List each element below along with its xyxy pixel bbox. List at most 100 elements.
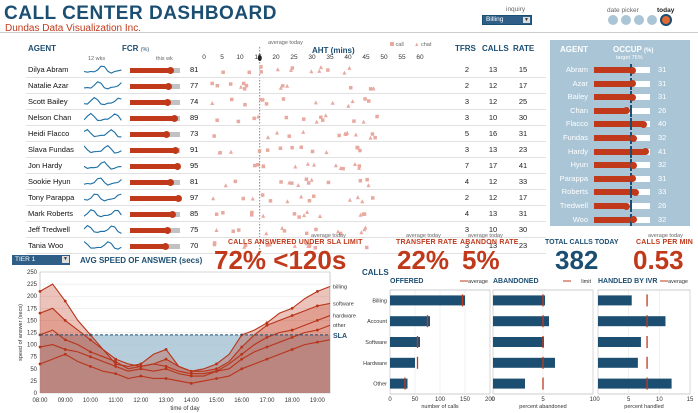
table-row[interactable]: Nelson Chan 89 3 10 30 <box>26 110 546 126</box>
date-dot-today[interactable] <box>660 14 672 26</box>
aht-call-point <box>259 65 263 69</box>
tier-select[interactable]: TIER 1 ▼ <box>12 255 70 265</box>
asa-series-line <box>39 324 331 377</box>
table-row[interactable]: Sookie Hyun 81 4 12 33 <box>26 174 546 190</box>
occupancy-row[interactable]: Flacco 40 <box>550 116 690 132</box>
tfrs-value: 7 <box>464 161 470 170</box>
calls-bar <box>598 378 672 389</box>
date-dot-1[interactable] <box>608 15 618 25</box>
calls-x-tick-label: 0 <box>596 397 600 403</box>
aht-call-point <box>260 98 265 102</box>
table-row[interactable]: Heidi Flacco 73 5 16 31 <box>26 126 546 142</box>
date-dot-3[interactable] <box>634 15 644 25</box>
occupancy-row[interactable]: Hyun 32 <box>550 157 690 173</box>
table-row[interactable]: Natalie Azar 77 2 12 17 <box>26 78 546 94</box>
aht-call-point <box>259 70 263 74</box>
fcr-dot <box>171 115 178 122</box>
aht-call-point <box>241 81 246 86</box>
aht-call-point <box>215 83 220 88</box>
table-row[interactable]: Dilya Abram 81 2 13 15 <box>26 62 546 78</box>
asa-point <box>63 319 67 322</box>
occupancy-row[interactable]: Bailey 31 <box>550 89 690 105</box>
aht-chat-point <box>239 84 244 89</box>
asa-title: AVG SPEED OF ANSWER (secs) <box>80 256 203 265</box>
calls-x-tick-label: 15 <box>687 397 694 403</box>
date-dot-4[interactable] <box>647 15 657 25</box>
aht-chat-point <box>296 182 301 187</box>
this-wk-note: this wk <box>156 56 173 62</box>
date-dot-2[interactable] <box>621 15 631 25</box>
occupancy-panel: AGENT OCCUP (%) target 75% Abram 31 Azar 31… <box>550 40 690 226</box>
occ-value: 26 <box>658 201 667 210</box>
calls-category-label: Other <box>373 382 387 388</box>
occ-value: 32 <box>658 133 667 142</box>
aht-scatter <box>214 209 367 219</box>
asa-point <box>240 352 244 356</box>
asa-point <box>215 362 218 366</box>
aht-call-point <box>307 199 312 203</box>
occ-bar <box>594 216 634 223</box>
fcr-sparkline <box>84 112 122 121</box>
aht-call-point <box>268 199 273 203</box>
calls-value: 10 <box>488 113 498 122</box>
occupancy-row[interactable]: Chan 26 <box>550 103 690 119</box>
aht-call-point <box>365 245 369 250</box>
asa-area <box>40 284 330 393</box>
occupancy-row[interactable]: Fundas 32 <box>550 130 690 146</box>
calls-header: CALLS <box>482 44 509 53</box>
table-row[interactable]: Scott Bailey 74 3 12 25 <box>26 94 546 110</box>
inquiry-select[interactable]: Billing ▼ <box>482 15 532 25</box>
table-row[interactable]: Slava Fundas 91 3 13 23 <box>26 142 546 158</box>
aht-call-point <box>361 212 366 216</box>
table-row[interactable]: Tony Parappa 97 2 12 17 <box>26 190 546 206</box>
occ-dot <box>630 134 638 142</box>
asa-x-tick-label: 13:00 <box>159 398 175 404</box>
asa-point <box>290 335 294 339</box>
occupancy-row[interactable]: Abram 31 <box>550 62 690 78</box>
rate-value: 17 <box>518 81 528 90</box>
aht-chat-point <box>278 85 283 90</box>
aht-scatter <box>215 113 379 124</box>
aht-average-marker <box>257 55 262 61</box>
rate-value: 15 <box>518 65 528 74</box>
asa-point <box>290 306 294 310</box>
calls-category-label: Hardware <box>363 361 387 367</box>
aht-chat-point <box>317 68 322 73</box>
table-row[interactable]: Tania Woo 70 3 13 23 <box>26 238 546 254</box>
occupancy-row[interactable]: Tredwell 26 <box>550 198 690 214</box>
aht-call-point <box>337 133 341 138</box>
aht-call-point <box>215 118 219 122</box>
table-row[interactable]: Jeff Tredwell 75 3 10 30 <box>26 222 546 238</box>
aht-call-point <box>365 177 369 182</box>
aht-chat-point <box>347 65 352 70</box>
fcr-value: 89 <box>190 113 199 122</box>
occupancy-row[interactable]: Hardy 41 <box>550 144 690 160</box>
aht-call-point <box>306 181 311 185</box>
occupancy-row[interactable]: Woo 32 <box>550 212 690 228</box>
aht-chat-point <box>285 83 290 88</box>
aht-call-point <box>287 134 291 138</box>
occupancy-row[interactable]: Parappa 31 <box>550 171 690 187</box>
table-row[interactable]: Jon Hardy 95 7 17 41 <box>26 158 546 174</box>
table-row[interactable]: Mark Roberts 85 4 13 31 <box>26 206 546 222</box>
aht-call-point <box>243 102 247 107</box>
tfrs-value: 3 <box>464 113 470 122</box>
asa-y-tick-label: 250 <box>27 270 38 276</box>
asa-point <box>89 355 92 359</box>
aht-chat-point <box>368 135 373 140</box>
occupancy-row[interactable]: Azar 31 <box>550 76 690 92</box>
asa-point <box>63 352 67 356</box>
occ-bar <box>594 189 636 196</box>
occ-bar <box>594 135 634 141</box>
agent-name: Tania Woo <box>28 241 64 250</box>
aht-chat-point <box>318 65 323 70</box>
occ-value: 31 <box>658 92 667 102</box>
occupancy-row[interactable]: Roberts 33 <box>550 184 690 200</box>
asa-point <box>189 369 193 373</box>
aht-call-point <box>237 228 241 232</box>
occ-agent-name: Tredwell <box>559 201 588 210</box>
aht-call-point <box>292 212 297 216</box>
asa-point <box>139 367 143 371</box>
aht-chat-point <box>371 86 376 91</box>
